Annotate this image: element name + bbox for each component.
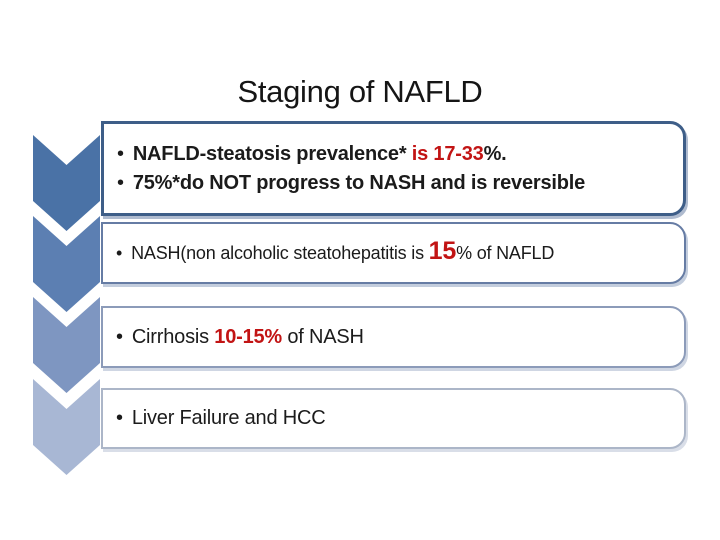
stage-text-segment: % of NAFLD xyxy=(456,242,555,263)
highlighted-statistic: 15 xyxy=(428,236,457,265)
chevron-down-icon xyxy=(33,216,100,312)
stage-text-segment: Cirrhosis xyxy=(131,325,215,348)
stage-box-liver-failure: • Liver Failure and HCC xyxy=(101,388,686,449)
stage-text-line: • 75%*do NOT progress to NASH and is reve… xyxy=(117,169,683,198)
stage-box-steatosis: • NAFLD-steatosis prevalence* is 17-33%. •… xyxy=(101,121,686,216)
highlighted-statistic: is 17-33 xyxy=(411,142,484,165)
bullet: • xyxy=(116,407,123,429)
highlighted-statistic: 10-15% xyxy=(214,325,283,348)
stage-text-line: • Cirrhosis 10-15% of NASH xyxy=(116,323,684,352)
stage-text-segment: 75%*do NOT progress to NASH and is rever… xyxy=(132,171,586,194)
stage-text-line: • NAFLD-steatosis prevalence* is 17-33%. xyxy=(117,140,683,169)
chevron-down-icon xyxy=(33,135,100,231)
stage-text-line: • Liver Failure and HCC xyxy=(116,404,684,433)
stage-box-cirrhosis: • Cirrhosis 10-15% of NASH xyxy=(101,306,686,368)
bullet: • xyxy=(117,142,124,165)
stage-text-segment: of NASH xyxy=(282,325,364,348)
chevron-down-icon xyxy=(33,379,100,475)
chevron-down-icon xyxy=(33,297,100,393)
stage-text-segment: NAFLD-steatosis prevalence* xyxy=(132,142,412,165)
stage-box-nash: • NASH(non alcoholic steatohepatitis is 1… xyxy=(101,222,686,284)
slide-title: Staging of NAFLD xyxy=(237,74,483,109)
bullet: • xyxy=(116,325,123,348)
stage-text-segment: Liver Failure and HCC xyxy=(131,407,326,429)
stage-text-segment: %. xyxy=(483,142,507,165)
bullet: • xyxy=(116,242,123,263)
stage-text-segment: NASH(non alcoholic steatohepatitis is xyxy=(131,242,429,263)
stage-text-line: • NASH(non alcoholic steatohepatitis is 1… xyxy=(116,236,684,268)
bullet: • xyxy=(117,171,124,194)
